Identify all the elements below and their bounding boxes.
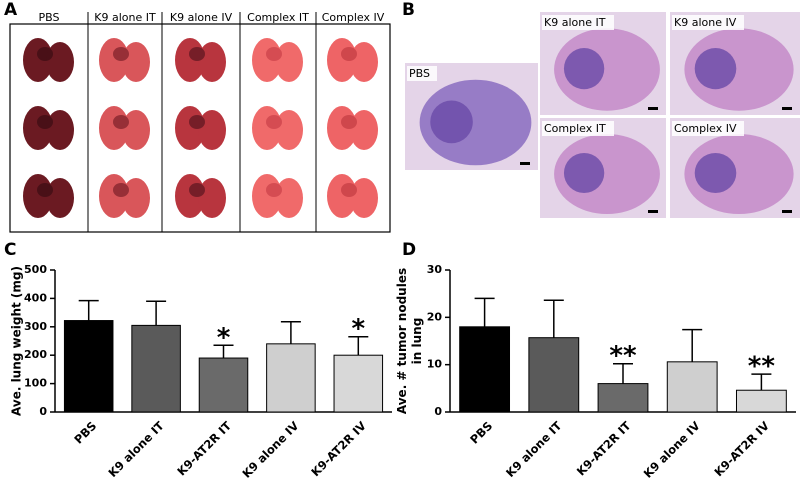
lung-photo bbox=[189, 47, 205, 61]
lung-photo bbox=[198, 178, 226, 218]
image-label: K9 alone IT bbox=[544, 16, 606, 29]
x-tick-label: K9-AT2R IV bbox=[308, 419, 369, 480]
image-label: Complex IV bbox=[674, 122, 737, 135]
tumor-region bbox=[430, 100, 473, 144]
y-tick-label: 200 bbox=[24, 348, 47, 361]
lung-photo bbox=[122, 110, 150, 150]
y-tick-label: 300 bbox=[24, 320, 47, 333]
lung-photo bbox=[46, 110, 74, 150]
lung-photo bbox=[350, 42, 378, 82]
panel-letter: B bbox=[402, 0, 415, 20]
column-header: PBS bbox=[39, 11, 60, 24]
y-tick-label: 500 bbox=[24, 263, 47, 276]
lung-photo bbox=[275, 178, 303, 218]
lung-photo bbox=[46, 42, 74, 82]
image-label-bg bbox=[407, 66, 437, 81]
y-tick-label: 400 bbox=[24, 291, 47, 304]
lung-photo bbox=[113, 47, 129, 61]
y-tick-label: 100 bbox=[24, 377, 47, 390]
column-header: Complex IT bbox=[247, 11, 309, 24]
lung-photo bbox=[350, 110, 378, 150]
panel-a-frame bbox=[9, 23, 391, 233]
lung-photo bbox=[37, 47, 53, 61]
lung-photo bbox=[341, 47, 357, 61]
tumor-region bbox=[563, 153, 605, 193]
panel-letter: D bbox=[402, 240, 416, 260]
y-tick-label: 0 bbox=[434, 405, 442, 418]
y-tick-label: 30 bbox=[427, 263, 443, 276]
image-label: K9 alone IV bbox=[674, 16, 737, 29]
lung-photo bbox=[266, 47, 282, 61]
x-tick-label: K9 alone IV bbox=[641, 419, 703, 481]
scale-bar bbox=[520, 162, 530, 165]
lung-photo bbox=[350, 178, 378, 218]
lung-photo bbox=[189, 183, 205, 197]
image-label-bg bbox=[542, 15, 614, 30]
bar bbox=[266, 343, 316, 413]
bar bbox=[63, 320, 114, 413]
scale-bar bbox=[648, 210, 658, 213]
x-tick-label: PBS bbox=[467, 419, 495, 447]
bar bbox=[333, 354, 384, 413]
lung-photo bbox=[275, 42, 303, 82]
image-label-bg bbox=[542, 121, 614, 136]
panel-letter: A bbox=[4, 0, 18, 20]
y-tick-label: 10 bbox=[427, 358, 443, 371]
lung-photo bbox=[122, 178, 150, 218]
scale-bar bbox=[782, 210, 792, 213]
y-axis-label: in lung bbox=[410, 318, 424, 365]
x-tick-label: K9-AT2R IT bbox=[174, 419, 234, 479]
bar bbox=[597, 383, 649, 413]
bar bbox=[666, 361, 718, 413]
lung-photo bbox=[37, 115, 53, 129]
lung-photo bbox=[341, 183, 357, 197]
y-axis-label: Ave. # tumor nodules bbox=[395, 268, 409, 414]
lung-photo bbox=[198, 110, 226, 150]
bar bbox=[131, 324, 181, 413]
column-header: Complex IV bbox=[322, 11, 385, 24]
lung-photo bbox=[46, 178, 74, 218]
x-tick-label: K9 alone IV bbox=[239, 419, 301, 481]
significance: * bbox=[351, 314, 365, 344]
scale-bar bbox=[782, 107, 792, 110]
tumor-region bbox=[694, 48, 737, 90]
image-label: PBS bbox=[409, 67, 430, 80]
lung-photo bbox=[189, 115, 205, 129]
lung-photo bbox=[266, 183, 282, 197]
bar bbox=[528, 337, 580, 413]
tumor-region bbox=[563, 48, 605, 90]
lung-photo bbox=[113, 183, 129, 197]
lung-photo bbox=[275, 110, 303, 150]
panel-letter: C bbox=[4, 240, 16, 260]
x-tick-label: K9-AT2R IV bbox=[711, 419, 772, 480]
lung-photo bbox=[266, 115, 282, 129]
lung-photo bbox=[113, 115, 129, 129]
y-tick-label: 20 bbox=[427, 310, 443, 323]
significance: ** bbox=[609, 341, 637, 371]
y-axis-label: Ave. lung weight (mg) bbox=[10, 266, 24, 416]
lung-photo bbox=[37, 183, 53, 197]
lung-photo bbox=[198, 42, 226, 82]
bar bbox=[735, 389, 787, 413]
image-label-bg bbox=[672, 15, 744, 30]
x-tick-label: PBS bbox=[71, 419, 99, 447]
lung-photo bbox=[341, 115, 357, 129]
significance: * bbox=[217, 323, 231, 353]
scale-bar bbox=[648, 107, 658, 110]
x-tick-label: K9 alone IT bbox=[105, 419, 166, 480]
y-tick-label: 0 bbox=[39, 405, 47, 418]
x-tick-label: K9-AT2R IT bbox=[574, 419, 634, 479]
tumor-region bbox=[694, 153, 737, 193]
column-header: K9 alone IV bbox=[170, 11, 233, 24]
x-tick-label: K9 alone IT bbox=[503, 419, 564, 480]
image-label-bg bbox=[672, 121, 744, 136]
significance: ** bbox=[748, 352, 776, 382]
lung-photo bbox=[122, 42, 150, 82]
bar bbox=[459, 326, 511, 413]
image-label: Complex IT bbox=[544, 122, 606, 135]
bar bbox=[198, 357, 249, 413]
column-header: K9 alone IT bbox=[94, 11, 156, 24]
